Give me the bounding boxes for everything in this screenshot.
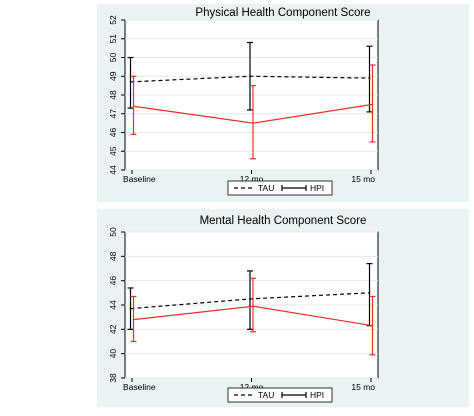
y-tick-label: 47 <box>108 109 118 119</box>
x-tick-label: 15 mo <box>351 174 375 184</box>
data-point <box>129 307 132 310</box>
y-tick-label: 40 <box>108 349 118 359</box>
data-point <box>132 105 135 108</box>
data-point <box>249 298 251 300</box>
legend: TAU HPI <box>227 180 333 196</box>
series-tau <box>127 263 373 330</box>
chart-panel-2: Mental Health Component Score 38 40 42 44 46 4… <box>97 209 469 407</box>
x-tick-label: 15 mo <box>351 382 375 392</box>
legend-box <box>227 387 333 403</box>
y-tick-label: 50 <box>108 53 118 63</box>
series-hpi <box>130 64 376 160</box>
legend-box <box>227 180 333 196</box>
data-point <box>368 292 371 294</box>
y-tick-label: 48 <box>108 251 118 261</box>
y-tick-label: 46 <box>108 276 118 286</box>
legend-label-tau: TAU <box>258 390 274 400</box>
y-tick-label: 44 <box>108 300 118 310</box>
data-point <box>249 75 251 78</box>
y-tick-label: 44 <box>108 165 118 175</box>
y-tick-label: 51 <box>108 34 118 44</box>
x-tick-label: Baseline <box>123 174 156 184</box>
y-tick-label: 49 <box>108 71 118 81</box>
chart-title: Physical Health Component Score <box>195 7 370 19</box>
legend-label-tau: TAU <box>258 183 274 193</box>
y-tick-label: 48 <box>108 90 118 100</box>
data-point <box>371 324 374 327</box>
x-tick-label: Baseline <box>123 382 156 392</box>
data-point <box>371 103 374 106</box>
y-tick-label: 52 <box>108 15 118 25</box>
y-tick-label: 50 <box>108 227 118 237</box>
x-tick-label: 12 mo <box>240 382 264 392</box>
data-point <box>252 122 254 124</box>
legend: TAU HPI <box>227 387 333 403</box>
chart-panel-1: Physical Health Component Score 44 45 46 47 4… <box>97 4 469 202</box>
y-tick-label: 45 <box>108 146 118 156</box>
y-tick-label: 46 <box>108 128 118 138</box>
legend-label-hpi: HPI <box>310 183 324 193</box>
series-hpi <box>130 277 376 356</box>
x-tick-label: 12 mo <box>240 174 264 184</box>
chart-title: Mental Health Component Score <box>200 215 367 227</box>
y-tick-label: 42 <box>108 324 118 334</box>
data-point <box>252 305 254 308</box>
data-point <box>129 81 132 83</box>
data-point <box>368 77 371 79</box>
series-tau <box>127 41 373 113</box>
y-tick-label: 38 <box>108 373 118 383</box>
legend-label-hpi: HPI <box>310 390 324 400</box>
data-point <box>132 318 135 321</box>
